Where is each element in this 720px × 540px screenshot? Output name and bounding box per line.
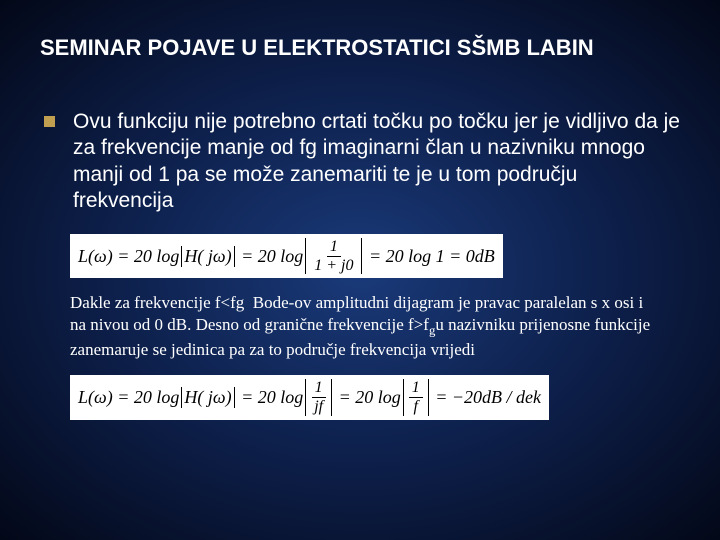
fraction-icon: 1 jf (311, 379, 326, 415)
formula-1-den: 1 + j0 (311, 257, 356, 275)
fraction-icon: 1 f (409, 379, 423, 415)
formula-1-num: 1 (327, 238, 341, 257)
slide: SEMINAR POJAVE U ELEKTROSTATICI SŠMB LAB… (0, 0, 720, 464)
formula-2-tail: = −20dB / dek (435, 387, 541, 408)
formula-1-eq: = 20 log (241, 246, 303, 267)
formula-2-lhs: L(ω) = 20 log (78, 387, 179, 408)
formula-2: L(ω) = 20 log H( jω) = 20 log 1 jf = 20 … (70, 375, 680, 419)
square-bullet-icon (44, 116, 55, 127)
formula-2-frac1-den: jf (311, 398, 326, 416)
formula-1-box: L(ω) = 20 log H( jω) = 20 log 1 1 + j0 =… (70, 234, 503, 278)
formula-1-abs: H( jω) (184, 246, 231, 267)
formula-1-lhs: L(ω) = 20 log (78, 246, 179, 267)
abs-bars-icon: H( jω) (179, 246, 236, 267)
abs-bars-icon: 1 jf (303, 379, 334, 415)
abs-bars-icon: H( jω) (179, 387, 236, 408)
formula-2-frac2-num: 1 (409, 379, 423, 398)
fraction-icon: 1 1 + j0 (311, 238, 356, 274)
paragraph: Dakle za frekvencije f<fg Bode-ov amplit… (70, 292, 680, 361)
formula-2-frac2-den: f (411, 398, 421, 416)
formula-2-abs: H( jω) (184, 387, 231, 408)
formula-1-tail: = 20 log 1 = 0dB (369, 246, 495, 267)
slide-title: SEMINAR POJAVE U ELEKTROSTATICI SŠMB LAB… (40, 35, 680, 61)
abs-bars-icon: 1 f (401, 379, 431, 415)
abs-bars-icon: 1 1 + j0 (303, 238, 364, 274)
formula-2-frac1-num: 1 (312, 379, 326, 398)
formula-2-eq2: = 20 log (339, 387, 401, 408)
formula-2-eq: = 20 log (241, 387, 303, 408)
formula-2-box: L(ω) = 20 log H( jω) = 20 log 1 jf = 20 … (70, 375, 549, 419)
formula-1: L(ω) = 20 log H( jω) = 20 log 1 1 + j0 =… (70, 234, 680, 278)
bullet-item: Ovu funkciju nije potrebno crtati točku … (40, 109, 680, 214)
bullet-text: Ovu funkciju nije potrebno crtati točku … (73, 109, 680, 214)
